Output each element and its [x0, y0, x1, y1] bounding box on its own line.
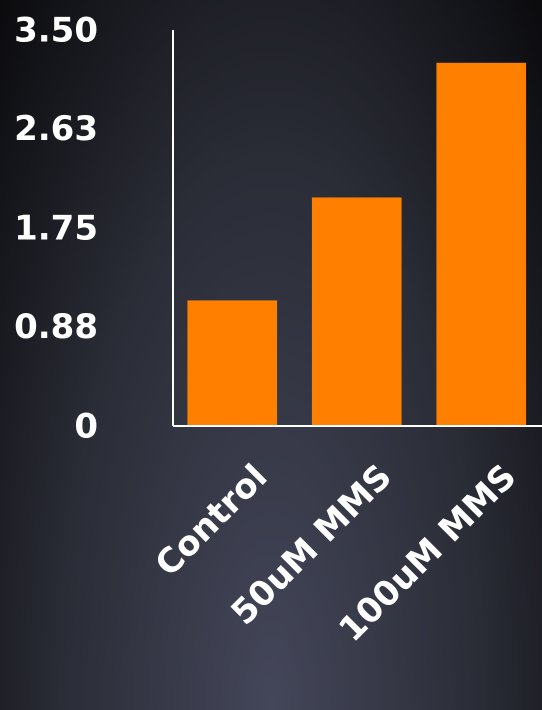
bar [436, 62, 527, 426]
x-tick-label: Control [148, 457, 276, 585]
y-tick-label: 3.50 [14, 11, 98, 51]
y-tick-label: 0.88 [14, 307, 98, 347]
bar [187, 300, 278, 426]
y-tick-label: 1.75 [14, 209, 98, 249]
y-tick-label: 0 [74, 407, 98, 447]
y-tick-label: 2.63 [14, 109, 98, 149]
bar [311, 197, 402, 426]
